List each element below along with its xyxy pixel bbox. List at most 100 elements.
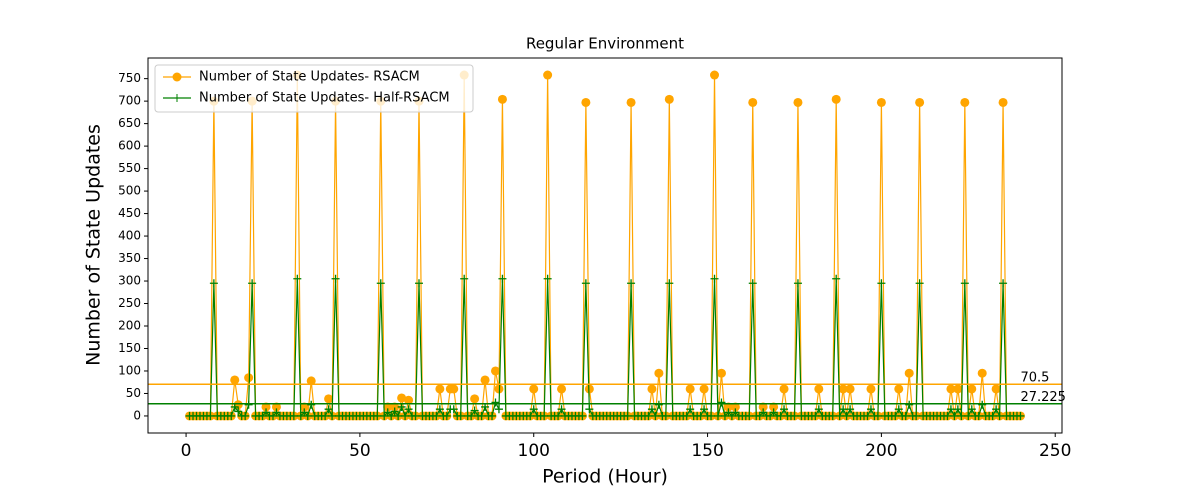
point [491,398,500,407]
point [529,405,538,414]
y-tick-label: 50 [126,386,141,400]
point [828,411,837,420]
point [999,279,1008,288]
point [272,408,281,417]
point [387,411,396,420]
point [811,411,820,420]
point [271,402,281,412]
point [974,411,983,420]
point [651,411,660,420]
point [526,411,535,420]
point [581,279,590,288]
point [891,411,900,420]
point [946,405,955,414]
y-tick-label: 750 [118,71,141,85]
point [244,400,253,409]
point [814,384,824,394]
point [498,274,507,283]
x-tick-label: 250 [1039,441,1071,461]
point [480,375,490,385]
point [303,411,312,420]
point [873,411,882,420]
point [977,368,987,378]
point [793,97,803,107]
point [543,274,552,283]
point [839,405,848,414]
point [957,411,966,420]
point [654,400,663,409]
point [780,405,789,414]
point [769,408,778,417]
point [390,402,400,412]
point [730,402,740,412]
point [682,411,691,420]
point [647,384,657,394]
point [845,384,855,394]
point [720,411,729,420]
point [626,97,636,107]
point [943,411,952,420]
y-tick-label: 650 [118,116,141,130]
point [1016,411,1025,420]
point [988,411,997,420]
point [241,411,250,420]
point [373,411,382,420]
point [293,274,302,283]
point [832,274,841,283]
point [289,411,298,420]
plot-frame [147,57,1063,434]
point [710,70,720,80]
point [842,411,851,420]
point [654,368,664,378]
point [685,384,695,394]
reference-label: 27.225 [1020,390,1066,405]
point [724,408,733,417]
point [755,411,764,420]
point [866,384,876,394]
y-axis-label: Number of State Updates [83,124,105,366]
chart-title: Regular Environment [526,35,684,53]
point [376,279,385,288]
point [953,405,962,414]
point [776,411,785,420]
point [456,411,465,420]
point [449,384,459,394]
point [717,398,726,407]
point [967,384,977,394]
point [404,395,414,405]
point [435,384,445,394]
point [470,394,480,404]
x-tick-label: 0 [181,441,192,461]
point [321,411,330,420]
point [686,405,695,414]
point [300,408,309,417]
x-tick-label: 150 [691,441,723,461]
point [978,400,987,409]
point [950,411,959,420]
point [449,405,458,414]
point [324,405,333,414]
y-tick-label: 500 [118,184,141,198]
point [748,279,757,288]
point [543,70,553,80]
point [585,405,594,414]
point [793,279,802,288]
point [307,400,316,409]
point [953,384,963,394]
point [394,411,403,420]
point [699,384,709,394]
point [894,384,904,394]
point [665,279,674,288]
point [432,411,441,420]
point [234,407,243,416]
point [912,411,921,420]
point [967,405,976,414]
point [700,405,709,414]
point [299,402,309,412]
point [960,279,969,288]
point [581,97,591,107]
point [460,274,469,283]
point [383,408,392,417]
point [727,411,736,420]
point [557,405,566,414]
